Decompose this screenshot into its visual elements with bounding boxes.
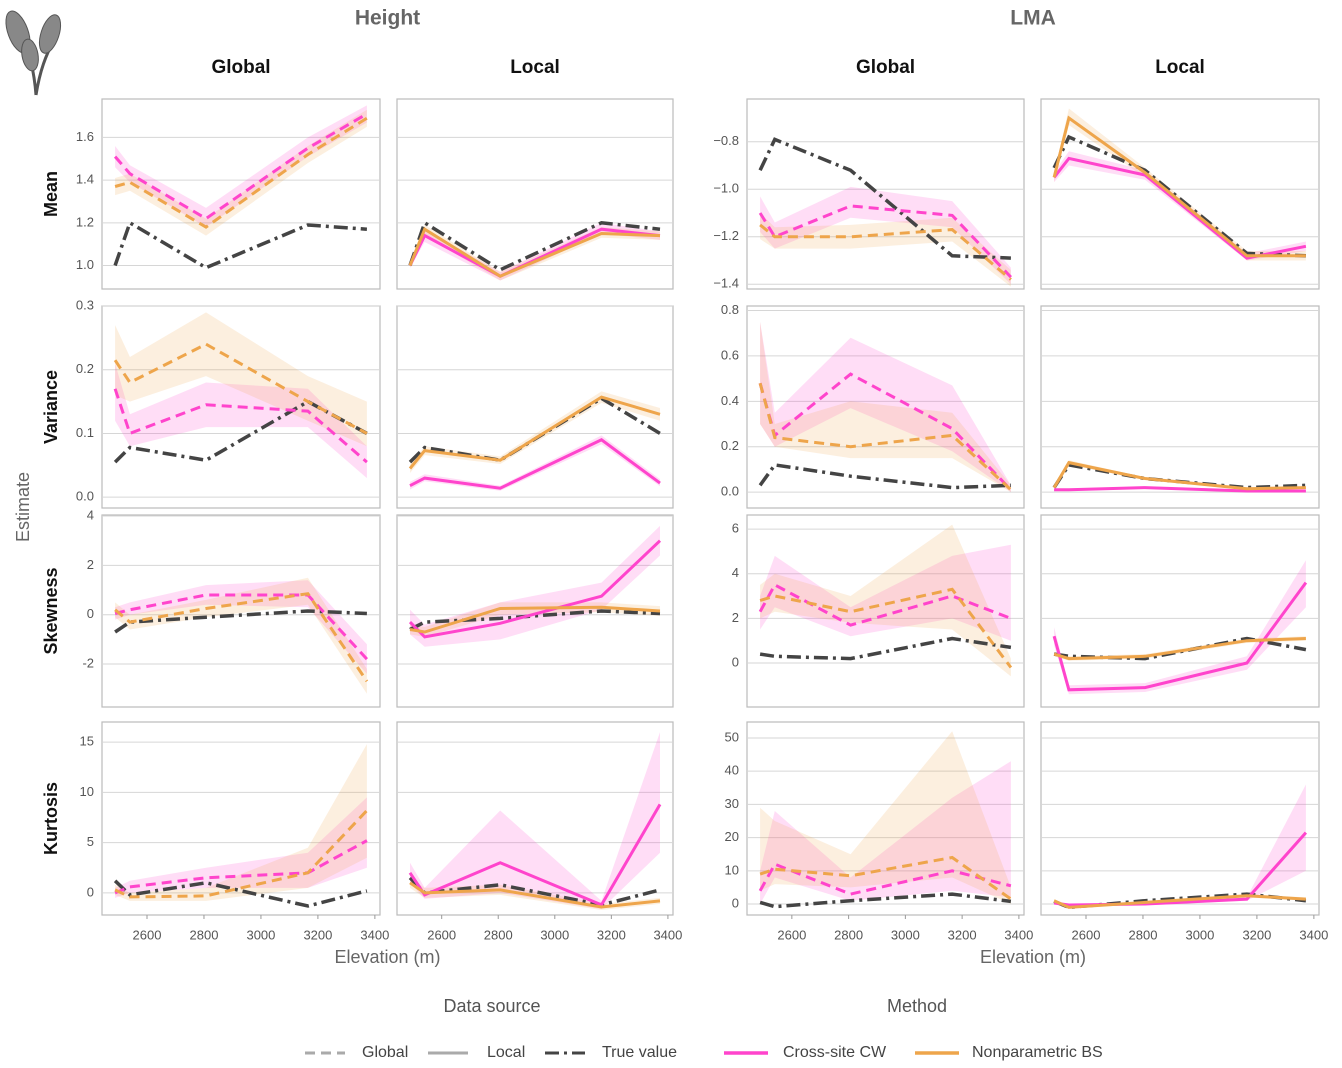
x-tick-label: 2800 — [1129, 927, 1158, 942]
y-tick-label: 0.1 — [76, 425, 94, 440]
y-tick-label: −1.4 — [713, 276, 739, 291]
column-title: Global — [211, 57, 270, 78]
y-axis-label: Estimate — [13, 472, 33, 542]
x-tick-label: 2600 — [1072, 927, 1101, 942]
y-tick-label: −1.0 — [713, 181, 739, 196]
x-tick-label: 3400 — [1299, 927, 1328, 942]
y-tick-label: 2 — [87, 557, 94, 572]
y-tick-label: 0 — [732, 654, 739, 669]
y-tick-label: 40 — [725, 763, 739, 778]
plant-icon — [1, 8, 65, 95]
x-tick-label: 2800 — [834, 927, 863, 942]
y-tick-label: 1.2 — [76, 214, 94, 229]
column-title: Local — [1155, 57, 1205, 78]
x-tick-label: 3400 — [1004, 927, 1033, 942]
y-tick-label: −1.2 — [713, 228, 739, 243]
y-tick-label: 0.0 — [76, 489, 94, 504]
y-tick-label: 0.8 — [721, 302, 739, 317]
y-tick-label: 1.0 — [76, 257, 94, 272]
x-tick-label: 3200 — [303, 927, 332, 942]
y-tick-label: 2 — [732, 610, 739, 625]
legend-label: Nonparametric BS — [972, 1044, 1103, 1061]
column-title: Local — [510, 57, 560, 78]
y-tick-label: 20 — [725, 829, 739, 844]
x-tick-label: 3000 — [540, 927, 569, 942]
y-tick-label: 5 — [87, 834, 94, 849]
y-tick-label: 0 — [87, 606, 94, 621]
y-tick-label: 0.6 — [721, 347, 739, 362]
trait-title: Height — [355, 7, 420, 30]
y-tick-label: -2 — [82, 655, 94, 670]
trait-title: LMA — [1010, 7, 1056, 30]
y-tick-label: 15 — [80, 734, 94, 749]
row-label: Variance — [41, 370, 61, 444]
y-tick-label: 0.4 — [721, 393, 739, 408]
y-tick-label: 0 — [732, 895, 739, 910]
legend-label: Cross-site CW — [783, 1044, 887, 1061]
row-label: Skewness — [41, 567, 61, 654]
chart: Estimate Height Elevation (m) Global Local M… — [0, 0, 1342, 1063]
x-tick-label: 3200 — [597, 927, 626, 942]
x-tick-label: 3000 — [246, 927, 275, 942]
y-tick-label: 30 — [725, 796, 739, 811]
y-tick-label: 1.6 — [76, 129, 94, 144]
legend-label: Global — [362, 1044, 408, 1061]
y-tick-label: 10 — [80, 784, 94, 799]
y-tick-label: 4 — [732, 565, 739, 580]
y-tick-label: 4 — [87, 507, 94, 522]
y-tick-label: 6 — [732, 521, 739, 536]
legend-label: Local — [487, 1044, 525, 1061]
y-tick-label: 50 — [725, 729, 739, 744]
legend-label: True value — [602, 1044, 677, 1061]
x-tick-label: 2600 — [427, 927, 456, 942]
x-tick-label: 3200 — [948, 927, 977, 942]
x-axis-label: Elevation (m) — [980, 947, 1086, 967]
row-label: Mean — [41, 171, 61, 217]
legend-title: Method — [887, 996, 947, 1016]
y-tick-label: 0.3 — [76, 297, 94, 312]
panel — [1041, 306, 1319, 508]
panel — [1041, 722, 1319, 915]
x-tick-label: 3400 — [360, 927, 389, 942]
x-tick-label: 2800 — [484, 927, 513, 942]
column-title: Global — [856, 57, 915, 78]
y-tick-label: 0.0 — [721, 484, 739, 499]
y-tick-label: 1.4 — [76, 172, 94, 187]
y-tick-label: 0.2 — [76, 361, 94, 376]
x-tick-label: 3400 — [653, 927, 682, 942]
y-tick-label: 10 — [725, 862, 739, 877]
x-axis-label: Elevation (m) — [334, 947, 440, 967]
y-tick-label: −0.8 — [713, 133, 739, 148]
x-tick-label: 2600 — [777, 927, 806, 942]
x-tick-label: 3200 — [1242, 927, 1271, 942]
x-tick-label: 2800 — [190, 927, 219, 942]
x-tick-label: 3000 — [1185, 927, 1214, 942]
row-label: Kurtosis — [41, 782, 61, 855]
y-tick-label: 0.2 — [721, 438, 739, 453]
legend-title: Data source — [443, 996, 540, 1016]
y-tick-label: 0 — [87, 884, 94, 899]
x-tick-label: 2600 — [133, 927, 162, 942]
x-tick-label: 3000 — [891, 927, 920, 942]
